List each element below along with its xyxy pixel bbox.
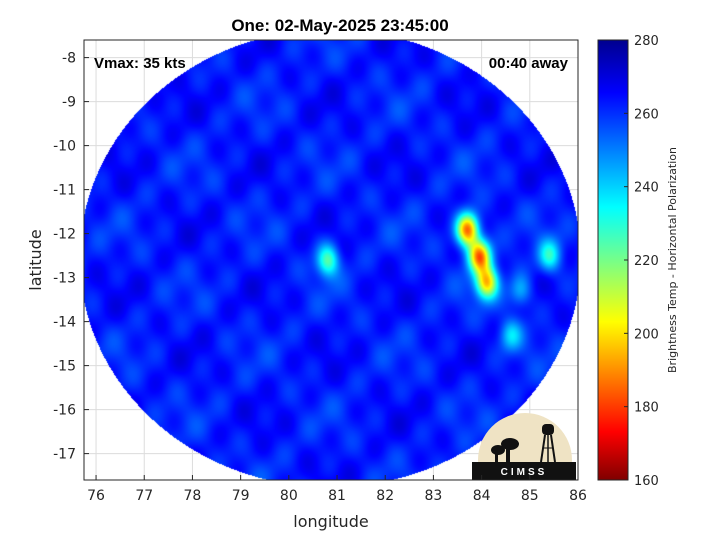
colorbar-ticks: 160 180 200 220 240 260 280 <box>624 34 659 489</box>
colorbar-tick-label: 280 <box>634 34 659 49</box>
y-tick-label: -10 <box>53 139 76 155</box>
x-tick-label: 84 <box>473 488 491 504</box>
swath-image <box>84 40 578 480</box>
y-tick-label: -16 <box>53 403 76 419</box>
x-tick-label: 83 <box>425 488 443 504</box>
x-tick-label: 78 <box>184 488 202 504</box>
x-axis-label: longitude <box>293 512 368 531</box>
y-tick-label: -17 <box>53 447 76 463</box>
x-tick-label: 80 <box>280 488 298 504</box>
y-tick-label: -8 <box>62 51 76 67</box>
x-axis: 76 77 78 79 80 81 82 83 84 85 86 <box>87 475 587 504</box>
y-tick-label: -9 <box>62 95 76 111</box>
colorbar-tick-label: 220 <box>634 254 659 269</box>
x-tick-label: 82 <box>376 488 394 504</box>
y-tick-label: -15 <box>53 359 76 375</box>
swath-heatmap <box>84 40 578 480</box>
time-away-annotation: 00:40 away <box>489 55 569 72</box>
y-axis-label: latitude <box>26 229 45 290</box>
x-tick-label: 86 <box>569 488 587 504</box>
y-axis: -8 -9 -10 -11 -12 -13 -14 -15 -16 -17 <box>53 51 89 463</box>
colorbar-tick-label: 180 <box>634 401 659 416</box>
y-tick-label: -11 <box>53 183 76 199</box>
vmax-annotation: Vmax: 35 kts <box>94 55 186 72</box>
colorbar-tick-label: 240 <box>634 181 659 196</box>
colorbar-tick-label: 160 <box>634 474 659 489</box>
colorbar <box>597 39 629 481</box>
colorbar-label: Brightness Temp - Horizontal Polarizatio… <box>666 147 679 373</box>
y-tick-label: -13 <box>53 271 76 287</box>
y-tick-label: -14 <box>53 315 76 331</box>
colorbar-tick-label: 260 <box>634 107 659 122</box>
chart-title: One: 02-May-2025 23:45:00 <box>231 16 448 35</box>
y-tick-label: -12 <box>53 227 76 243</box>
x-tick-label: 77 <box>135 488 153 504</box>
logo-text: CIMSS <box>501 467 548 478</box>
x-tick-label: 81 <box>328 488 346 504</box>
x-tick-label: 85 <box>521 488 539 504</box>
cimss-logo: CIMSS <box>472 413 576 480</box>
plot-frame <box>83 39 579 481</box>
x-tick-label: 76 <box>87 488 105 504</box>
x-tick-label: 79 <box>232 488 250 504</box>
colorbar-tick-label: 200 <box>634 327 659 342</box>
